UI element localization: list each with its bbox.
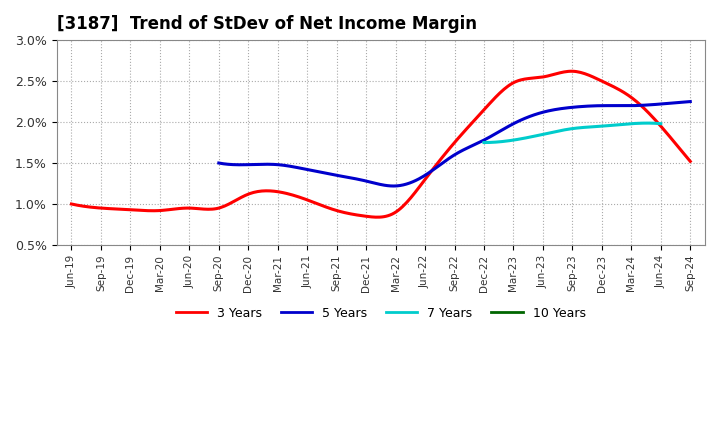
Line: 3 Years: 3 Years bbox=[71, 71, 690, 217]
5 Years bbox=[686, 99, 695, 104]
Line: 5 Years: 5 Years bbox=[219, 102, 690, 186]
3 Years bbox=[448, 143, 456, 148]
7 Years bbox=[657, 121, 665, 126]
3 Years bbox=[632, 99, 641, 104]
5 Years bbox=[613, 103, 622, 108]
3 Years bbox=[436, 158, 444, 163]
3 Years bbox=[69, 202, 78, 207]
7 Years bbox=[585, 125, 594, 130]
5 Years bbox=[505, 124, 513, 129]
5 Years bbox=[497, 128, 505, 133]
3 Years bbox=[67, 202, 76, 207]
3 Years bbox=[374, 215, 382, 220]
Text: [3187]  Trend of StDev of Net Income Margin: [3187] Trend of StDev of Net Income Marg… bbox=[57, 15, 477, 33]
5 Years bbox=[390, 183, 398, 189]
5 Years bbox=[216, 161, 225, 166]
Legend: 3 Years, 5 Years, 7 Years, 10 Years: 3 Years, 5 Years, 7 Years, 10 Years bbox=[171, 302, 590, 325]
7 Years bbox=[629, 121, 638, 126]
7 Years bbox=[585, 125, 593, 130]
5 Years bbox=[215, 160, 223, 165]
5 Years bbox=[644, 103, 652, 108]
7 Years bbox=[643, 121, 652, 126]
7 Years bbox=[480, 140, 488, 145]
Line: 7 Years: 7 Years bbox=[484, 123, 661, 143]
3 Years bbox=[593, 76, 601, 81]
7 Years bbox=[480, 140, 489, 145]
7 Years bbox=[588, 124, 597, 129]
3 Years bbox=[686, 159, 695, 164]
7 Years bbox=[641, 121, 649, 126]
5 Years bbox=[495, 129, 504, 134]
3 Years bbox=[438, 155, 446, 161]
7 Years bbox=[481, 140, 490, 145]
3 Years bbox=[568, 69, 577, 74]
